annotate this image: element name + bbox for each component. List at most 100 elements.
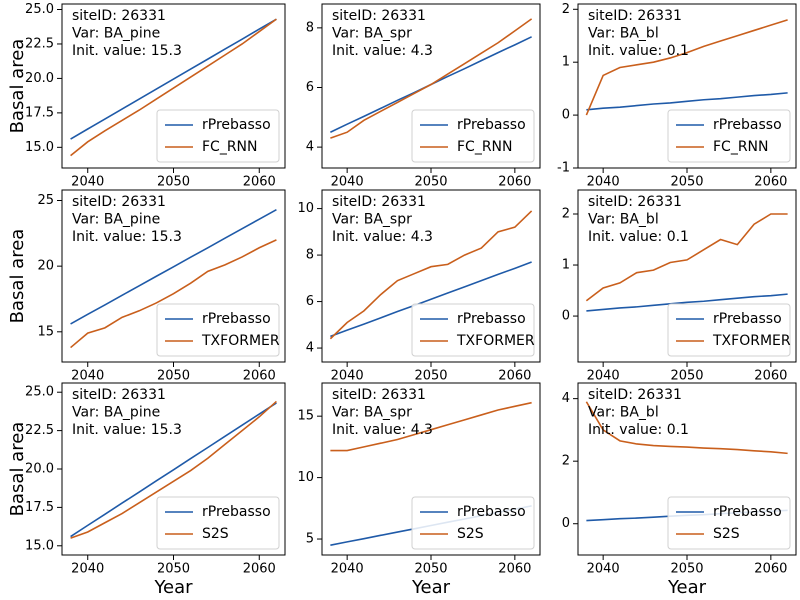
- y-tick-label: 15: [297, 409, 314, 424]
- y-tick-label: 17.5: [25, 105, 54, 120]
- panel: 4 6 8 2040 2050 2060 siteID: 26331 Var: BA_sprI…: [306, 3, 541, 190]
- legend-label: FC_RNN: [713, 139, 769, 155]
- y-tick-label: 10: [297, 201, 314, 216]
- y-tick-label: 10: [297, 470, 314, 485]
- y-tick-label: 6: [306, 294, 314, 309]
- y-tick-label: 15: [37, 324, 54, 339]
- series-line: [585, 213, 788, 302]
- y-tick-label: 0: [562, 108, 570, 123]
- x-tick-label: 2040: [331, 562, 364, 577]
- annotation: siteID: 26331: [72, 194, 166, 210]
- legend-box: [411, 109, 535, 163]
- series-line: [329, 210, 533, 340]
- annotation: siteID: 26331: [332, 387, 426, 403]
- plot-frame: [321, 382, 541, 556]
- y-tick-label: 8: [306, 20, 314, 35]
- panel: 15.0 17.5 20.0 22.5 25.0 2040 2050 2060 siteID: …: [7, 2, 286, 190]
- annotation: Var: BA_bl: [588, 405, 659, 421]
- y-axis-label: Basal area: [7, 229, 28, 324]
- legend-box: [156, 303, 280, 357]
- plot-frame: [61, 3, 286, 169]
- x-tick-label: 2060: [498, 369, 531, 384]
- series-line: [586, 92, 788, 111]
- y-tick-label: 20: [37, 259, 54, 274]
- legend-box: [411, 496, 535, 550]
- panel: 4 6 8 10 2040 2050 2060 siteID: 26331 Var: BA_sp…: [297, 189, 541, 384]
- series-line: [585, 401, 788, 455]
- annotation: Var: BA_spr: [332, 26, 412, 42]
- series-line: [70, 402, 277, 538]
- legend-label: rPrebasso: [202, 311, 271, 327]
- annotation: Var: BA_pine: [72, 212, 160, 228]
- series-line: [70, 18, 277, 157]
- legend-box: [156, 109, 280, 163]
- x-tick-label: 2050: [414, 562, 447, 577]
- legend-label: rPrebasso: [713, 117, 782, 133]
- y-axis-label: Basal area: [7, 422, 28, 517]
- y-tick-label: 25.0: [25, 385, 54, 400]
- x-tick-label: 2040: [71, 175, 104, 190]
- x-tick-label: 2060: [498, 175, 531, 190]
- annotation: Var: BA_bl: [588, 26, 659, 42]
- series-line: [585, 19, 788, 116]
- legend-label: rPrebasso: [202, 117, 271, 133]
- legend-label: rPrebasso: [457, 504, 526, 520]
- x-tick-label: 2040: [331, 369, 364, 384]
- annotation: Init. value: 4.3: [332, 422, 433, 438]
- legend-label: TXFORMER: [712, 333, 791, 349]
- legend-box: [667, 303, 791, 357]
- x-tick-label: 2060: [243, 175, 276, 190]
- series-line: [70, 400, 277, 539]
- legend-label: FC_RNN: [457, 139, 513, 155]
- annotation: Init. value: 0.1: [588, 422, 689, 438]
- y-tick-label: 2: [562, 2, 570, 17]
- x-tick-label: 2040: [71, 562, 104, 577]
- legend-box: [667, 109, 791, 163]
- annotation: Var: BA_spr: [332, 212, 412, 228]
- y-tick-label: 25: [37, 193, 54, 208]
- annotation: siteID: 26331: [588, 8, 682, 24]
- y-tick-label: 15.0: [25, 140, 54, 155]
- annotation: Var: BA_pine: [72, 26, 160, 42]
- y-tick-label: 22.5: [25, 423, 54, 438]
- annotation: Init. value: 4.3: [332, 43, 433, 59]
- annotation: Init. value: 0.1: [588, 229, 689, 245]
- annotation: Var: BA_bl: [588, 212, 659, 228]
- x-tick-label: 2050: [414, 369, 447, 384]
- x-tick-label: 2040: [331, 175, 364, 190]
- y-axis-label: Basal area: [7, 39, 28, 134]
- annotation: siteID: 26331: [332, 194, 426, 210]
- annotation: siteID: 26331: [588, 387, 682, 403]
- y-tick-label: 5: [306, 532, 314, 547]
- y-tick-label: 8: [306, 248, 314, 263]
- legend-label: rPrebasso: [457, 311, 526, 327]
- plot-frame: [61, 382, 286, 556]
- y-tick-label: 22.5: [25, 36, 54, 51]
- panel: 0 1 2 2040 2050 2060 siteID: 26331 Var: BA_blIn…: [562, 189, 797, 384]
- annotation: siteID: 26331: [332, 8, 426, 24]
- plot-frame: [577, 382, 797, 556]
- annotation: Init. value: 15.3: [72, 229, 182, 245]
- legend-label: rPrebasso: [713, 311, 782, 327]
- annotation: siteID: 26331: [72, 8, 166, 24]
- annotation: Var: BA_pine: [72, 405, 160, 421]
- x-tick-label: 2050: [157, 369, 190, 384]
- y-tick-label: 15.0: [25, 538, 54, 553]
- y-tick-label: 2: [562, 454, 570, 469]
- panel: 5 10 15 2040 2050 2060 siteID: 26331 Var: BA_sp…: [297, 382, 541, 598]
- x-tick-label: 2050: [157, 562, 190, 577]
- x-axis-label: Year: [411, 577, 451, 598]
- y-tick-label: 1: [562, 55, 570, 70]
- panel: 0 2 4 2040 2050 2060 siteID: 26331 Var: BA_blIn…: [562, 382, 797, 598]
- y-tick-label: 6: [306, 80, 314, 95]
- legend-label: rPrebasso: [457, 117, 526, 133]
- legend-label: S2S: [457, 526, 484, 542]
- panel: -1 0 1 2 2040 2050 2060 siteID: 26331 Var: BA_bl…: [557, 2, 797, 190]
- plot-frame: [321, 3, 541, 169]
- x-tick-label: 2060: [754, 175, 787, 190]
- annotation: Init. value: 4.3: [332, 229, 433, 245]
- x-tick-label: 2040: [71, 369, 104, 384]
- y-tick-label: 1: [562, 258, 570, 273]
- y-tick-label: 20.0: [25, 71, 54, 86]
